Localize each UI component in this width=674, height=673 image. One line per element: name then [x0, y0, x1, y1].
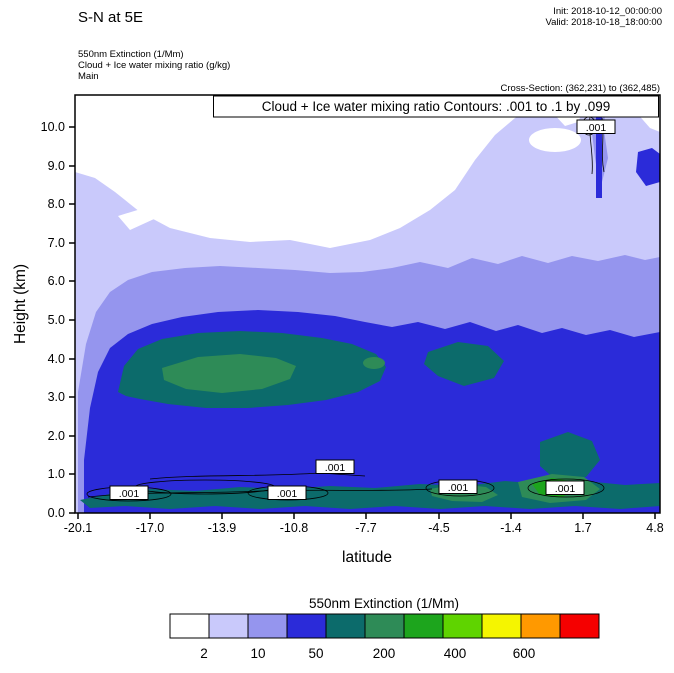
- colorbar-swatch: [247, 613, 288, 639]
- cross-section-coords-label: Cross-Section: (362,231) to (362,485): [501, 83, 660, 94]
- x-axis-label: latitude: [342, 549, 392, 566]
- colorbar-tick-label: 600: [513, 646, 536, 661]
- y-tick-labels: 10.0 9.0 8.0 7.0 6.0 5.0 4.0 3.0 2.0 1.0…: [41, 120, 65, 520]
- plot-area: [75, 95, 660, 513]
- y-tick-label: 5.0: [48, 313, 65, 327]
- init-timestamp: Init: 2018-10-12_00:00:00: [553, 6, 662, 17]
- colorbar-swatch: [442, 613, 483, 639]
- x-tick-label: -10.8: [280, 521, 309, 535]
- contour-banner-box: [213, 95, 659, 118]
- contour-value-label: .001: [545, 480, 585, 495]
- colorbar-tick-label: 400: [444, 646, 467, 661]
- x-tick-label: -7.7: [355, 521, 377, 535]
- svg-text:.001: .001: [555, 483, 576, 495]
- y-tick-label: 4.0: [48, 352, 65, 366]
- colorbar-swatch: [169, 613, 210, 639]
- clear-band: [118, 166, 352, 230]
- fill-level-200-400-patch: [424, 342, 504, 386]
- contour-value-label: .001: [315, 459, 355, 474]
- y-tick-label: 10.0: [41, 120, 65, 134]
- svg-text:.001: .001: [119, 488, 140, 500]
- colorbar-swatch: [481, 613, 522, 639]
- colorbar-swatch: [208, 613, 249, 639]
- colorbar-swatch: [559, 613, 600, 639]
- colorbar-tick-label: 50: [308, 646, 323, 661]
- plot-title: S-N at 5E: [78, 9, 143, 26]
- contour-value-label: .001: [576, 119, 616, 134]
- svg-text:.001: .001: [448, 482, 469, 494]
- svg-text:.001: .001: [586, 122, 607, 134]
- x-tick-label: -13.9: [208, 521, 237, 535]
- colorbar-tick-label: 2: [200, 646, 208, 661]
- plot-border: [74, 94, 661, 514]
- clear-patch: [529, 128, 581, 152]
- x-tick-labels: -20.1 -17.0 -13.9 -10.8 -7.7 -4.5 -1.4 1…: [64, 521, 664, 535]
- x-axis-ticks: [77, 513, 656, 519]
- colorbar-swatch: [286, 613, 327, 639]
- x-tick-label: -20.1: [64, 521, 93, 535]
- model-run-label: Main: [78, 71, 99, 82]
- fill-level-200-400-surface: [80, 481, 660, 509]
- x-tick-label: 1.7: [574, 521, 591, 535]
- colorbar-swatch: [520, 613, 561, 639]
- colorbar-swatch: [364, 613, 405, 639]
- contour-value-label: .001: [109, 485, 149, 500]
- fill-level-50-200-corner: [636, 148, 660, 186]
- contour-value-labels: .001 .001 .001 .001 .001 .001: [109, 119, 616, 500]
- y-tick-label: 3.0: [48, 390, 65, 404]
- extinction-units-label: 550nm Extinction (1/Mm): [78, 49, 184, 60]
- y-axis-label: Height (km): [12, 264, 29, 344]
- fill-level-400-600-core: [162, 354, 296, 393]
- colorbar-title: 550nm Extinction (1/Mm): [309, 596, 459, 611]
- colorbar: [169, 613, 600, 639]
- x-tick-label: -1.4: [500, 521, 522, 535]
- x-tick-label: -4.5: [428, 521, 450, 535]
- y-tick-label: 1.0: [48, 467, 65, 481]
- mixing-ratio-units-label: Cloud + Ice water mixing ratio (g/kg): [78, 60, 230, 71]
- y-tick-label: 7.0: [48, 236, 65, 250]
- y-axis-ticks: [69, 126, 75, 514]
- svg-text:.001: .001: [325, 462, 346, 474]
- svg-text:.001: .001: [277, 488, 298, 500]
- y-tick-label: 9.0: [48, 159, 65, 173]
- colorbar-tick-label: 200: [373, 646, 396, 661]
- y-tick-label: 6.0: [48, 274, 65, 288]
- contour-banner: Cloud + Ice water mixing ratio Contours:…: [262, 99, 611, 114]
- fill-level-50-200-streak: [596, 112, 602, 198]
- contour-value-label: .001: [267, 485, 307, 500]
- y-tick-label: 0.0: [48, 506, 65, 520]
- valid-timestamp: Valid: 2018-10-18_18:00:00: [545, 17, 662, 28]
- y-tick-label: 2.0: [48, 429, 65, 443]
- x-tick-label: 4.8: [646, 521, 663, 535]
- x-tick-label: -17.0: [136, 521, 165, 535]
- fill-level-400-600-spot: [363, 357, 385, 369]
- colorbar-tick-label: 10: [250, 646, 265, 661]
- contour-value-label: .001: [438, 479, 478, 494]
- fill-level-200-400-column: [540, 432, 600, 480]
- colorbar-tick-labels: 2 10 50 200 400 600: [200, 646, 535, 661]
- y-tick-label: 8.0: [48, 197, 65, 211]
- colorbar-swatch: [403, 613, 444, 639]
- colorbar-swatch: [325, 613, 366, 639]
